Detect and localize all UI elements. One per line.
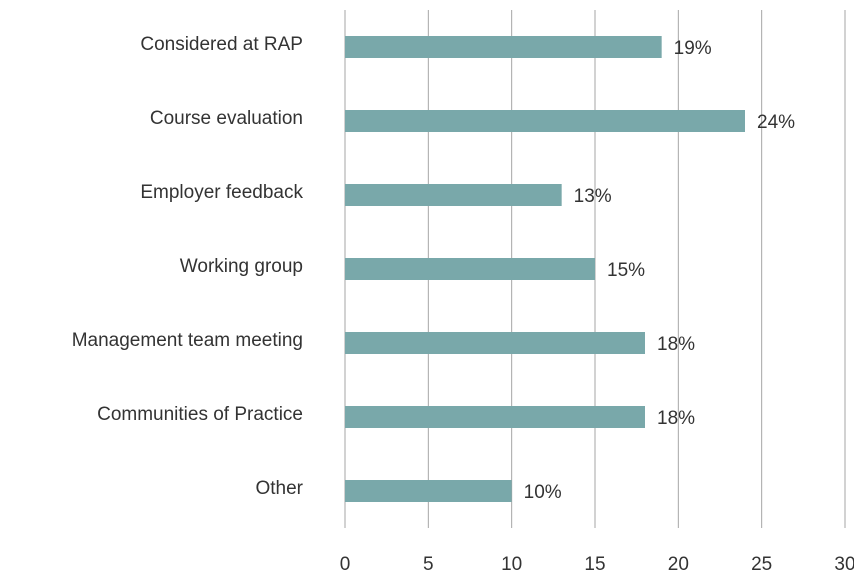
x-tick-label: 10 bbox=[501, 554, 522, 575]
bar bbox=[345, 258, 595, 280]
x-tick-label: 15 bbox=[584, 554, 605, 575]
data-label: 18% bbox=[657, 334, 695, 355]
y-tick-label: Course evaluation bbox=[150, 108, 303, 129]
data-label: 10% bbox=[524, 482, 562, 503]
bar bbox=[345, 36, 662, 58]
data-label: 13% bbox=[574, 186, 612, 207]
y-tick-label: Working group bbox=[180, 256, 303, 277]
y-tick-label: Employer feedback bbox=[140, 182, 303, 203]
bar bbox=[345, 110, 745, 132]
data-label: 24% bbox=[757, 112, 795, 133]
x-tick-label: 0 bbox=[340, 554, 351, 575]
bar bbox=[345, 332, 645, 354]
bar bbox=[345, 406, 645, 428]
data-label: 19% bbox=[674, 38, 712, 59]
data-label: 18% bbox=[657, 408, 695, 429]
y-tick-label: Other bbox=[255, 478, 303, 499]
y-tick-label: Management team meeting bbox=[72, 330, 303, 351]
bar bbox=[345, 480, 512, 502]
x-tick-label: 20 bbox=[668, 554, 689, 575]
data-label: 15% bbox=[607, 260, 645, 281]
bar bbox=[345, 184, 562, 206]
x-tick-label: 25 bbox=[751, 554, 772, 575]
y-tick-label: Considered at RAP bbox=[140, 34, 303, 55]
y-tick-label: Communities of Practice bbox=[97, 404, 303, 425]
x-tick-label: 30 bbox=[834, 554, 854, 575]
x-tick-label: 5 bbox=[423, 554, 434, 575]
